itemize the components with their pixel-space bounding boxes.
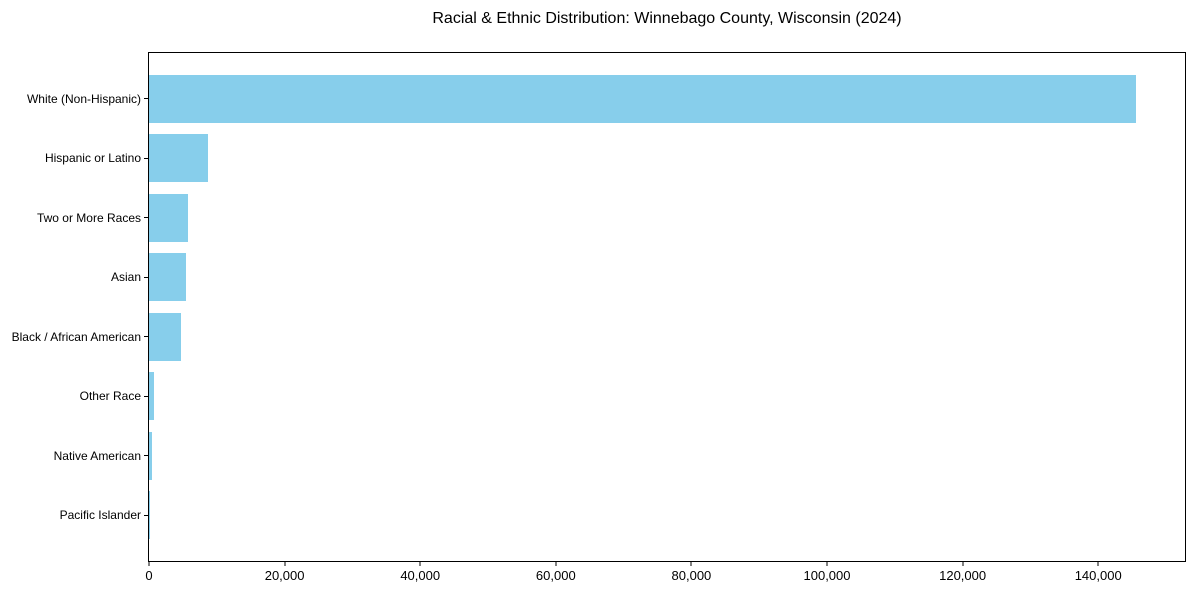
y-tick-mark [144, 514, 148, 516]
y-tick-mark [144, 217, 148, 219]
chart-title: Racial & Ethnic Distribution: Winnebago … [432, 10, 902, 27]
bar-row-white-non-hispanic [149, 69, 1185, 129]
bar-asian [149, 253, 186, 302]
bar-two-or-more-races [149, 193, 189, 242]
x-tick-mark [826, 562, 828, 566]
bar-row-hispanic-or-latino [149, 129, 1185, 189]
y-label-two-or-more-races: Two or More Races [36, 210, 141, 225]
y-label-pacific-islander: Pacific Islander [59, 508, 141, 523]
y-tick-row [144, 188, 148, 248]
y-tick-row [144, 426, 148, 486]
x-tick-label: 0 [145, 568, 153, 583]
y-tick-mark [144, 455, 148, 457]
bar-row-other-race [149, 367, 1185, 427]
y-tick-row [144, 248, 148, 308]
y-label-black-african-american: Black / African American [11, 329, 141, 344]
plot-area [148, 52, 1186, 562]
y-label-hispanic-or-latino: Hispanic or Latino [44, 151, 141, 166]
y-label-other-race: Other Race [79, 389, 141, 404]
y-label-white-non-hispanic: White (Non-Hispanic) [26, 91, 141, 106]
y-tick-mark [144, 336, 148, 338]
x-tick-mark [419, 562, 421, 566]
x-tick-label: 20,000 [264, 568, 305, 583]
y-label-native-american: Native American [53, 448, 141, 463]
y-tick-row [144, 486, 148, 546]
y-tick-mark [144, 276, 148, 278]
y-axis-tick-marks [144, 53, 148, 561]
bar-hispanic-or-latino [149, 134, 208, 183]
x-tick-label: 40,000 [400, 568, 441, 583]
x-tick-mark [690, 562, 692, 566]
y-tick-row [144, 129, 148, 189]
x-tick-mark [1097, 562, 1099, 566]
bar-row-native-american [149, 426, 1185, 486]
bar-black-african-american [149, 312, 181, 361]
y-axis-category-labels: White (Non-Hispanic) Hispanic or Latino Tw… [0, 53, 141, 561]
x-tick-label: 100,000 [803, 568, 851, 583]
x-axis: 0 20,000 40,000 60,000 80,000 100,000 120,000 1… [145, 562, 1185, 596]
bar-row-two-or-more-races [149, 188, 1185, 248]
y-tick-row [144, 367, 148, 427]
x-tick-mark [284, 562, 286, 566]
bar-row-asian [149, 248, 1185, 308]
y-tick-mark [144, 395, 148, 397]
y-tick-mark [144, 98, 148, 100]
x-tick-mark [148, 562, 150, 566]
y-tick-row [144, 307, 148, 367]
y-tick-row [144, 69, 148, 129]
x-tick-label: 140,000 [1074, 568, 1122, 583]
bar-native-american [149, 431, 153, 480]
bar-row-pacific-islander [149, 486, 1185, 546]
bars-container [149, 53, 1185, 561]
bar-other-race [149, 372, 154, 421]
x-tick-mark [555, 562, 557, 566]
bar-white-non-hispanic [149, 74, 1136, 123]
x-tick-mark [962, 562, 964, 566]
y-tick-mark [144, 157, 148, 159]
x-tick-label: 80,000 [671, 568, 712, 583]
x-tick-label: 60,000 [535, 568, 576, 583]
bar-row-black-african-american [149, 307, 1185, 367]
y-label-asian: Asian [110, 270, 141, 285]
x-tick-label: 120,000 [939, 568, 987, 583]
